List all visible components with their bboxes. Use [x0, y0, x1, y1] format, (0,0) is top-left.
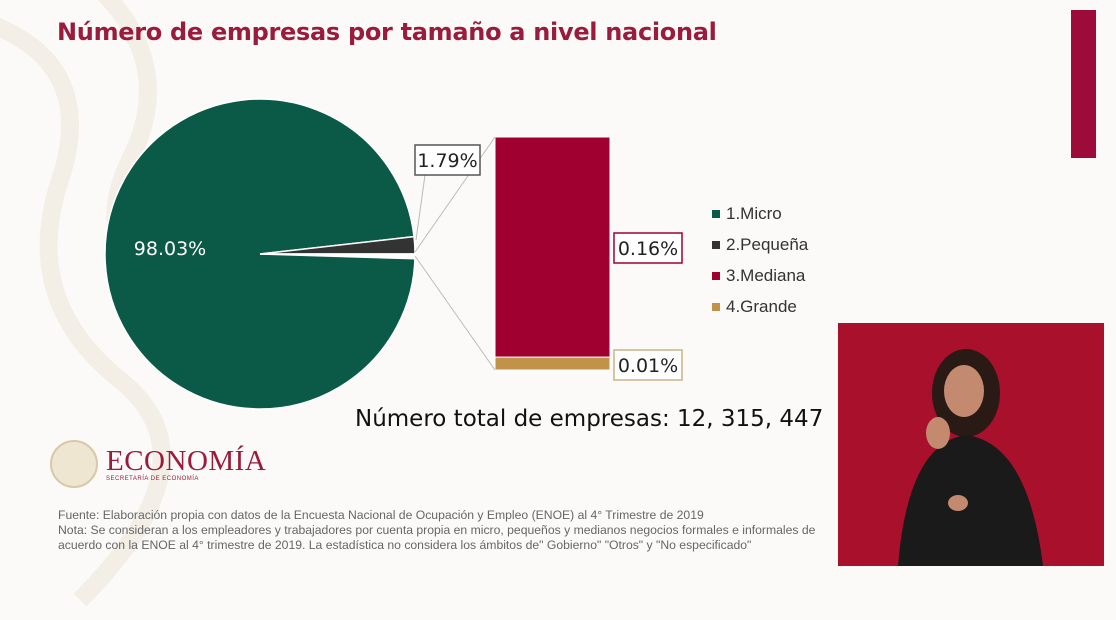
legend-label: 2.Pequeña	[726, 234, 809, 254]
pie-of-bar-chart: 98.03% 1.79% 0.16% 0.01%	[104, 98, 683, 410]
national-seal-icon	[50, 440, 98, 488]
economia-logo: ECONOMÍA SECRETARÍA DE ECONOMÍA	[50, 440, 266, 488]
accent-bar	[1071, 10, 1096, 158]
legend-label: 4.Grande	[726, 296, 797, 316]
source-line: Fuente: Elaboración propia con datos de …	[58, 508, 704, 522]
legend-item-pequena: 2.Pequeña	[712, 229, 808, 260]
bar-segment-grande	[494, 356, 611, 371]
legend-item-grande: 4.Grande	[712, 291, 808, 322]
label-grande-box	[613, 349, 683, 381]
label-mediana-box	[613, 232, 683, 264]
leader-line	[415, 174, 426, 241]
label-mediana: 0.16%	[618, 238, 678, 260]
connector-line	[414, 136, 496, 253]
note-line: Nota: Se consideran a los empleadores y …	[58, 523, 816, 552]
total-companies: Número total de empresas: 12, 315, 447	[355, 406, 824, 432]
logo-name: ECONOMÍA	[106, 445, 267, 477]
legend-item-mediana: 3.Mediana	[712, 260, 808, 291]
label-pequena-box	[414, 144, 481, 176]
connector-line	[414, 255, 496, 371]
chart-legend: 1.Micro 2.Pequeña 3.Mediana 4.Grande	[712, 198, 808, 322]
label-grande: 0.01%	[618, 355, 678, 377]
label-pequena: 1.79%	[417, 150, 477, 172]
legend-swatch	[712, 240, 720, 249]
legend-swatch	[712, 209, 720, 218]
page-title: Número de empresas por tamaño a nivel na…	[57, 18, 717, 46]
legend-label: 1.Micro	[726, 203, 782, 223]
legend-swatch	[712, 271, 720, 280]
label-micro: 98.03%	[134, 238, 206, 260]
source-notes: Fuente: Elaboración propia con datos de …	[58, 508, 818, 553]
legend-swatch	[712, 302, 720, 311]
sign-language-interpreter-video	[838, 323, 1104, 566]
logo-subtitle: SECRETARÍA DE ECONOMÍA	[106, 476, 199, 482]
legend-label: 3.Mediana	[726, 265, 806, 285]
bar-segment-mediana	[494, 136, 611, 358]
legend-item-micro: 1.Micro	[712, 198, 808, 229]
